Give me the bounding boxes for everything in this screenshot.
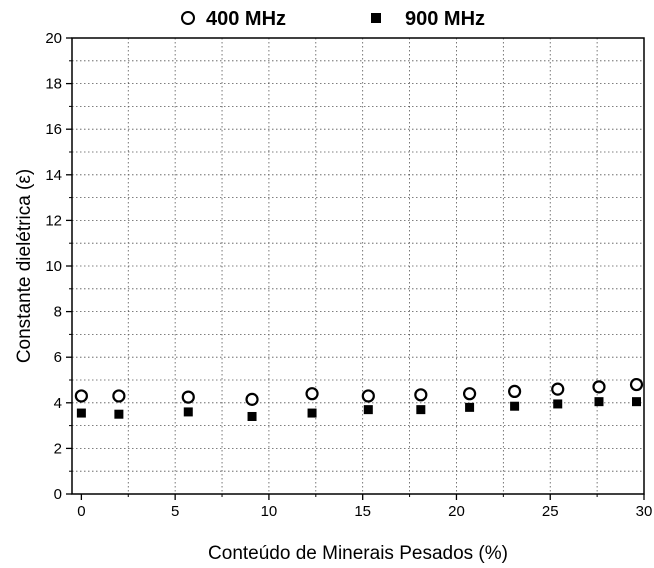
point-400mhz bbox=[462, 387, 477, 401]
y-tick-label: 10 bbox=[45, 258, 62, 275]
point-900mhz bbox=[594, 397, 604, 407]
y-tick-label: 14 bbox=[45, 167, 62, 184]
y-tick-label: 20 bbox=[45, 30, 62, 47]
point-900mhz bbox=[307, 408, 317, 418]
x-tick-label: 15 bbox=[354, 503, 371, 520]
point-900mhz bbox=[363, 405, 373, 415]
legend-marker-400mhz bbox=[181, 11, 195, 25]
y-tick-label: 4 bbox=[54, 395, 62, 412]
point-400mhz bbox=[245, 392, 259, 406]
x-tick-label: 5 bbox=[171, 503, 179, 520]
point-900mhz bbox=[183, 407, 193, 417]
y-tick-label: 18 bbox=[45, 76, 62, 93]
y-tick-label: 6 bbox=[54, 349, 62, 366]
point-400mhz bbox=[181, 390, 195, 404]
point-900mhz bbox=[553, 399, 563, 409]
legend: 400 MHz 900 MHz bbox=[181, 8, 485, 30]
point-900mhz bbox=[416, 405, 426, 415]
legend-label-900mhz: 900 MHz bbox=[405, 8, 485, 30]
x-tick-label: 20 bbox=[448, 503, 465, 520]
x-tick-label: 25 bbox=[542, 503, 559, 520]
y-tick-label: 2 bbox=[54, 440, 62, 457]
point-400mhz bbox=[74, 389, 88, 403]
point-400mhz bbox=[361, 389, 375, 403]
data-points bbox=[74, 377, 644, 421]
point-900mhz bbox=[510, 401, 520, 411]
y-axis-title: Constante dielétrica (ε) bbox=[14, 169, 35, 363]
x-tick-label: 0 bbox=[77, 503, 85, 520]
point-900mhz bbox=[247, 411, 257, 421]
y-tick-label: 16 bbox=[45, 121, 62, 138]
plot-frame bbox=[71, 37, 645, 495]
point-400mhz bbox=[305, 387, 319, 401]
y-tick-label: 0 bbox=[54, 486, 62, 503]
point-400mhz bbox=[629, 377, 644, 392]
point-900mhz bbox=[114, 409, 124, 419]
axis-ticks: 0 2 4 6 8 10 12 14 16 18 20 0 5 10 15 20 25 30 bbox=[45, 30, 652, 520]
point-400mhz bbox=[551, 382, 565, 396]
y-tick-label: 8 bbox=[54, 304, 62, 321]
point-900mhz bbox=[465, 402, 475, 412]
point-900mhz bbox=[76, 408, 86, 418]
legend-label-400mhz: 400 MHz bbox=[206, 8, 286, 30]
point-400mhz bbox=[592, 380, 606, 394]
y-tick-label: 12 bbox=[45, 212, 62, 229]
x-axis-title: Conteúdo de Minerais Pesados (%) bbox=[208, 543, 508, 564]
legend-marker-900mhz bbox=[371, 13, 381, 23]
grid bbox=[72, 38, 644, 494]
point-400mhz bbox=[414, 388, 428, 402]
point-400mhz bbox=[507, 384, 522, 398]
x-tick-label: 10 bbox=[261, 503, 278, 520]
point-900mhz bbox=[631, 397, 641, 407]
point-400mhz bbox=[112, 389, 126, 403]
x-tick-label: 30 bbox=[636, 503, 653, 520]
